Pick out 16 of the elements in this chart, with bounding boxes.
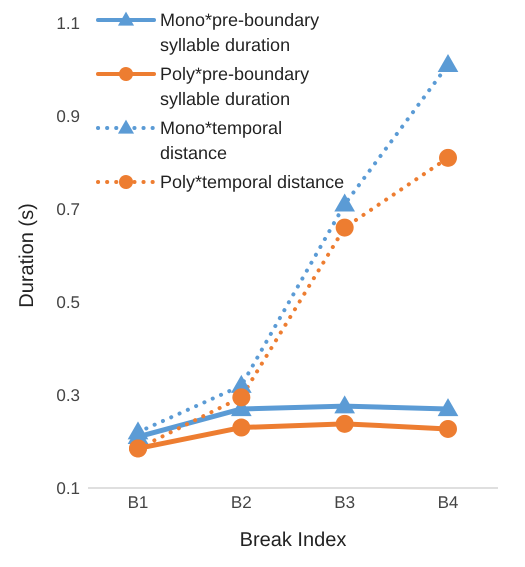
y-tick-label: 1.1	[56, 14, 80, 34]
legend-label: Poly*temporal distance	[160, 171, 346, 194]
legend-label: Poly*pre-boundary syllable duration	[160, 63, 310, 111]
x-tick-label: B4	[438, 493, 458, 512]
x-tick-label: B3	[334, 493, 356, 512]
legend-label: Mono*pre-boundary syllable duration	[160, 9, 320, 57]
y-tick-label: 0.9	[56, 107, 80, 126]
y-tick-label: 0.1	[56, 479, 80, 498]
y-tick-label: 0.7	[56, 200, 80, 220]
y-tick-label: 0.5	[56, 293, 80, 312]
y-axis-title: Duration (s)	[16, 203, 38, 308]
y-tick-label: 0.3	[56, 386, 80, 406]
x-tick-label: B2	[230, 493, 252, 512]
legend-label: Mono*temporal distance	[160, 117, 284, 165]
x-tick-label: B1	[128, 493, 148, 512]
x-axis-title: Break Index	[240, 529, 346, 551]
